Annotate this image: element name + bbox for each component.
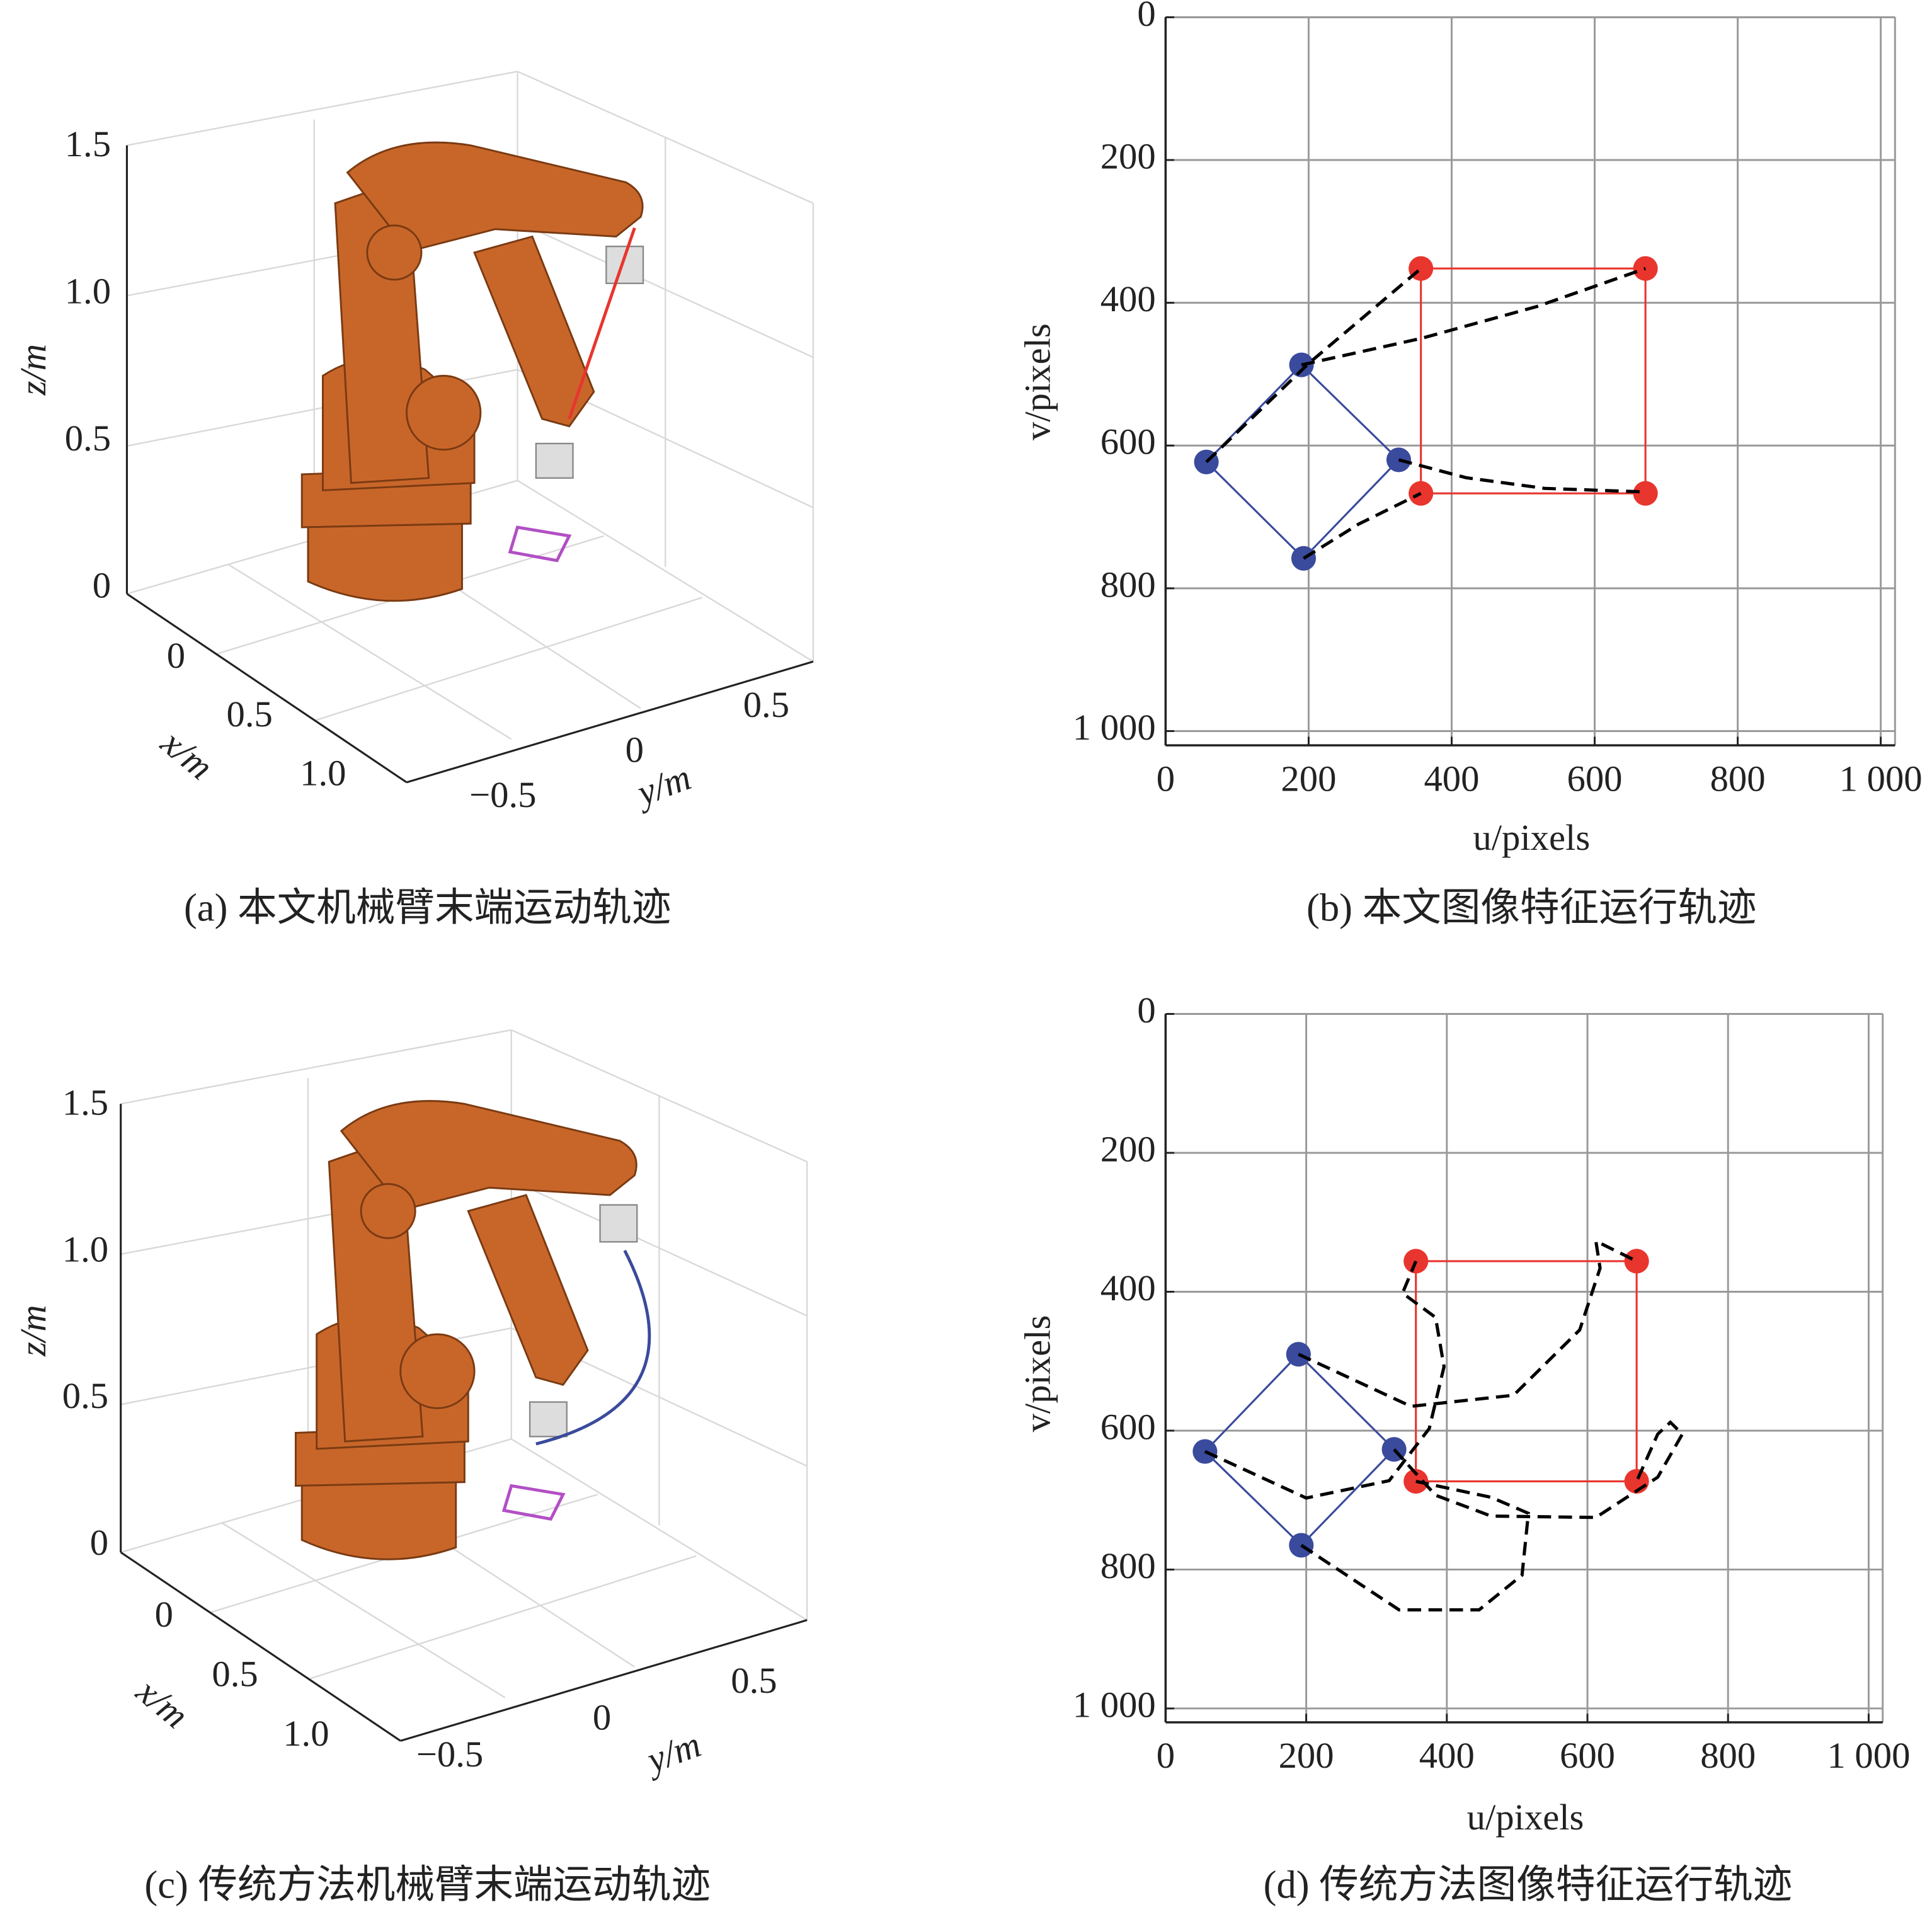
- x-tick-label: 400: [1419, 1735, 1475, 1776]
- trajectory: [568, 227, 636, 420]
- x-tick-label: 1 000: [1827, 1735, 1910, 1776]
- y-tick-label: 1 000: [1073, 1684, 1156, 1725]
- y-tick-label: 0: [626, 729, 644, 770]
- trajectory: [535, 1249, 651, 1446]
- x-tick-label: 0: [1157, 758, 1175, 799]
- feature-outline: [1415, 1260, 1638, 1483]
- x-tick-label: 1.0: [283, 1713, 329, 1754]
- feature-outline: [1204, 363, 1400, 560]
- y-tick-label: 200: [1100, 135, 1156, 176]
- z-tick-label: 1.5: [65, 123, 111, 164]
- trajectory: [1301, 266, 1646, 367]
- y-axis-label: v/pixels: [1017, 323, 1058, 440]
- caption: (c) 传统方法机械臂末端运动轨迹: [144, 1862, 711, 1906]
- x-axis-label: x/m: [153, 721, 220, 787]
- trajectory: [1393, 1420, 1684, 1519]
- feature-point: [1633, 481, 1658, 506]
- caption: (d) 传统方法图像特征运行轨迹: [1264, 1862, 1793, 1906]
- x-axis-label: u/pixels: [1467, 1797, 1584, 1838]
- z-tick-label: 1.5: [62, 1082, 108, 1123]
- trajectory: [1204, 1261, 1446, 1500]
- trajectory: [1398, 458, 1646, 494]
- y-tick-label: 400: [1100, 278, 1156, 319]
- y-tick-label: 600: [1100, 421, 1156, 462]
- x-tick-label: 600: [1560, 1735, 1615, 1776]
- y-tick-label: 0: [1137, 990, 1155, 1031]
- y-tick-label: 400: [1100, 1268, 1156, 1308]
- panel-a-frame: [125, 70, 815, 784]
- y-axis-label: v/pixels: [1017, 1315, 1058, 1433]
- z-axis-label: z/m: [13, 344, 54, 396]
- x-tick-label: 800: [1700, 1735, 1756, 1776]
- x-tick-label: 400: [1424, 758, 1479, 799]
- caption: (b) 本文图像特征运行轨迹: [1306, 886, 1756, 930]
- y-tick-label: 600: [1100, 1406, 1156, 1447]
- x-tick-label: 800: [1710, 758, 1766, 799]
- x-tick-label: 0: [155, 1594, 173, 1635]
- caption: (a) 本文机械臂末端运动轨迹: [184, 886, 672, 930]
- y-tick-label: 0: [1137, 0, 1155, 34]
- y-tick-label: −0.5: [469, 774, 536, 815]
- y-tick-label: 200: [1100, 1128, 1156, 1169]
- x-tick-label: 0: [167, 635, 185, 676]
- trajectory: [1303, 491, 1422, 560]
- y-tick-label: −0.5: [416, 1734, 483, 1775]
- y-tick-label: 800: [1100, 1545, 1156, 1586]
- x-tick-label: 200: [1279, 1735, 1334, 1776]
- y-axis-label: y/m: [639, 1724, 706, 1782]
- z-tick-label: 0: [90, 1522, 108, 1563]
- y-tick-label: 0: [593, 1697, 611, 1738]
- z-tick-label: 0.5: [62, 1375, 108, 1416]
- z-axis-label: z/m: [13, 1305, 54, 1356]
- x-tick-label: 0: [1157, 1735, 1175, 1776]
- y-tick-label: 1 000: [1073, 707, 1156, 748]
- y-tick-label: 800: [1100, 564, 1156, 605]
- x-tick-label: 1.0: [300, 752, 346, 793]
- y-tick-label: 0.5: [743, 684, 789, 725]
- feature-outline: [1203, 1353, 1396, 1547]
- x-tick-label: 0.5: [212, 1653, 258, 1694]
- z-tick-label: 1.0: [65, 271, 111, 312]
- z-tick-label: 0.5: [65, 418, 111, 459]
- x-axis-label: x/m: [129, 1670, 196, 1736]
- x-tick-label: 600: [1567, 758, 1623, 799]
- trajectory: [1205, 267, 1422, 464]
- trajectory: [1300, 1479, 1530, 1611]
- feature-point: [1624, 1249, 1649, 1274]
- x-tick-label: 0.5: [226, 694, 272, 735]
- feature-point: [1403, 1249, 1429, 1274]
- x-axis-label: u/pixels: [1473, 817, 1590, 858]
- feature-point: [1633, 256, 1658, 281]
- trajectory: [1298, 1238, 1638, 1408]
- x-tick-label: 200: [1281, 758, 1336, 799]
- panel-c-frame: [120, 1029, 808, 1742]
- y-tick-label: 0.5: [731, 1660, 777, 1701]
- z-tick-label: 0: [93, 564, 111, 605]
- z-tick-label: 1.0: [62, 1228, 108, 1269]
- x-tick-label: 1 000: [1839, 758, 1923, 799]
